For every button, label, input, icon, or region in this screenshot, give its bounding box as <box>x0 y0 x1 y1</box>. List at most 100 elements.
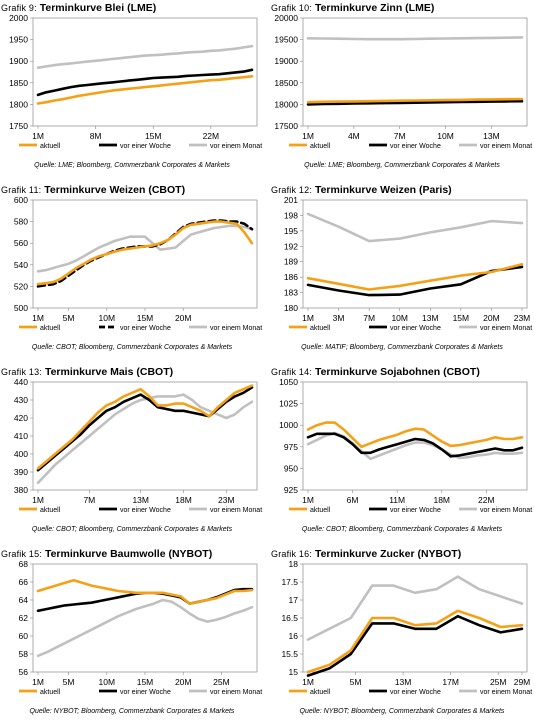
x-tick-label: 23M <box>218 495 235 505</box>
y-tick-label: 18000 <box>274 99 298 109</box>
x-tick-label: 18M <box>433 495 450 505</box>
y-tick-label: 925 <box>284 485 298 495</box>
x-tick-label: 13M <box>395 677 412 687</box>
chart-panel-blei: Grafik 9: Terminkurve Blei (LME) 1750 180… <box>1 2 263 180</box>
x-tick-label: 15M <box>137 313 154 323</box>
monat-line <box>36 393 254 485</box>
chart-title: Grafik 14: Terminkurve Sojabohnen (CBOT) <box>271 366 480 378</box>
y-tick-label: 20000 <box>274 14 298 23</box>
aktuell-line <box>306 263 524 291</box>
y-tick-label: 390 <box>14 467 28 477</box>
legend-label: aktuell <box>40 689 61 696</box>
y-tick-label: 17 <box>289 595 299 605</box>
x-tick-label: 3M <box>333 313 345 323</box>
y-tick-label: 440 <box>14 378 28 387</box>
x-tick-label: 13M <box>132 495 149 505</box>
chart-title-text: Terminkurve Zucker (NYBOT) <box>314 548 462 560</box>
legend-label: aktuell <box>40 325 61 332</box>
y-tick-label: 410 <box>14 431 28 441</box>
x-tick-label: 7M <box>394 131 406 141</box>
monat-line <box>306 36 524 41</box>
chart-svg: 380 390 400 410 420 430 440 1M 7M 13M 18M 23M aktuel… <box>14 378 262 514</box>
legend-label: vor einem Monat <box>210 507 262 514</box>
legend-label: vor einer Woche <box>120 143 171 150</box>
legend-label: vor einem Monat <box>480 325 532 332</box>
y-tick-label: 420 <box>14 413 28 423</box>
woche-line <box>306 432 524 458</box>
y-tick-label: 600 <box>14 196 28 205</box>
x-tick-label: 15M <box>453 313 470 323</box>
chart-label: Grafik 14: <box>271 367 313 377</box>
chart-svg: 925 950 975 1000 1025 1050 1M 6M 11M 18M 22M aktuel… <box>279 378 532 514</box>
x-tick-label: 10M <box>99 313 116 323</box>
woche-line <box>306 99 524 106</box>
plot-frame <box>302 17 528 127</box>
aktuell-line <box>36 220 254 286</box>
legend-label: vor einer Woche <box>390 689 441 696</box>
chart-source: Quelle: LME; Bloomberg, Commerzbank Corp… <box>304 162 500 169</box>
chart-title-text: Terminkurve Zinn (LME) <box>314 2 435 14</box>
y-tick-label: 15 <box>289 667 299 677</box>
y-tick-label: 400 <box>14 449 28 459</box>
y-tick-label: 520 <box>14 281 28 291</box>
x-tick-label: 1M <box>302 677 314 687</box>
chart-svg: 1750 1800 1850 1900 1950 2000 1M 8M 15M 22M aktuel… <box>9 14 262 150</box>
legend-label: vor einem Monat <box>210 143 262 150</box>
chart-label: Grafik 11: <box>1 185 42 195</box>
legend-label: aktuell <box>40 143 61 150</box>
x-tick-label: 10M <box>437 131 454 141</box>
chart-title-text: Terminkurve Baumwolle (NYBOT) <box>44 548 213 560</box>
y-tick-label: 1950 <box>9 35 28 45</box>
woche-line <box>306 614 524 677</box>
chart-label: Grafik 9: <box>1 3 37 13</box>
x-tick-label: 5M <box>350 677 362 687</box>
x-tick-label: 1M <box>302 495 314 505</box>
monat-line <box>306 575 524 641</box>
legend-label: vor einer Woche <box>390 507 441 514</box>
woche-line <box>36 68 254 97</box>
plot-frame <box>32 199 258 309</box>
x-tick-label: 25M <box>490 677 507 687</box>
y-tick-label: 380 <box>14 485 28 495</box>
y-tick-label: 198 <box>284 210 298 220</box>
y-tick-label: 1800 <box>9 99 28 109</box>
y-tick-label: 18500 <box>274 78 298 88</box>
x-tick-label: 5M <box>63 313 75 323</box>
chart-title-text: Terminkurve Weizen (CBOT) <box>44 184 186 196</box>
y-tick-label: 950 <box>284 463 298 473</box>
x-tick-label: 15M <box>137 677 154 687</box>
aktuell-line <box>306 421 524 449</box>
y-tick-label: 430 <box>14 395 28 405</box>
chart-title-text: Terminkurve Mais (CBOT) <box>44 366 174 378</box>
legend-label: vor einem Monat <box>480 507 532 514</box>
x-tick-label: 8M <box>90 131 102 141</box>
x-tick-label: 1M <box>302 131 314 141</box>
aktuell-line <box>306 609 524 674</box>
y-tick-label: 19500 <box>274 35 298 45</box>
x-tick-label: 13M <box>483 131 500 141</box>
legend-label: aktuell <box>310 325 331 332</box>
y-tick-label: 186 <box>284 272 298 282</box>
x-tick-label: 6M <box>347 495 359 505</box>
plot-frame <box>302 381 528 491</box>
legend-label: aktuell <box>310 507 331 514</box>
y-tick-label: 195 <box>284 226 298 236</box>
y-tick-label: 17.5 <box>281 577 298 587</box>
chart-source: Quelle: NYBOT; Bloomberg, Commerzbank Co… <box>299 708 505 715</box>
chart-panel-weizen-paris: Grafik 12: Terminkurve Weizen (Paris) 18… <box>271 184 533 362</box>
chart-title-text: Terminkurve Blei (LME) <box>39 2 157 14</box>
plot-frame <box>302 563 528 673</box>
x-tick-label: 1M <box>32 131 44 141</box>
y-tick-label: 68 <box>19 560 29 569</box>
x-tick-label: 22M <box>203 131 220 141</box>
x-tick-label: 1M <box>32 677 44 687</box>
x-tick-label: 1M <box>32 495 44 505</box>
legend-label: vor einem Monat <box>210 325 262 332</box>
legend-label: vor einem Monat <box>480 143 532 150</box>
x-tick-label: 10M <box>99 677 116 687</box>
chart-source: Quelle: NYBOT; Bloomberg, Commerzbank Co… <box>29 708 235 715</box>
plot-frame <box>32 17 258 127</box>
monat-line <box>36 44 254 70</box>
y-tick-label: 66 <box>19 577 29 587</box>
x-tick-label: 11M <box>389 495 405 505</box>
